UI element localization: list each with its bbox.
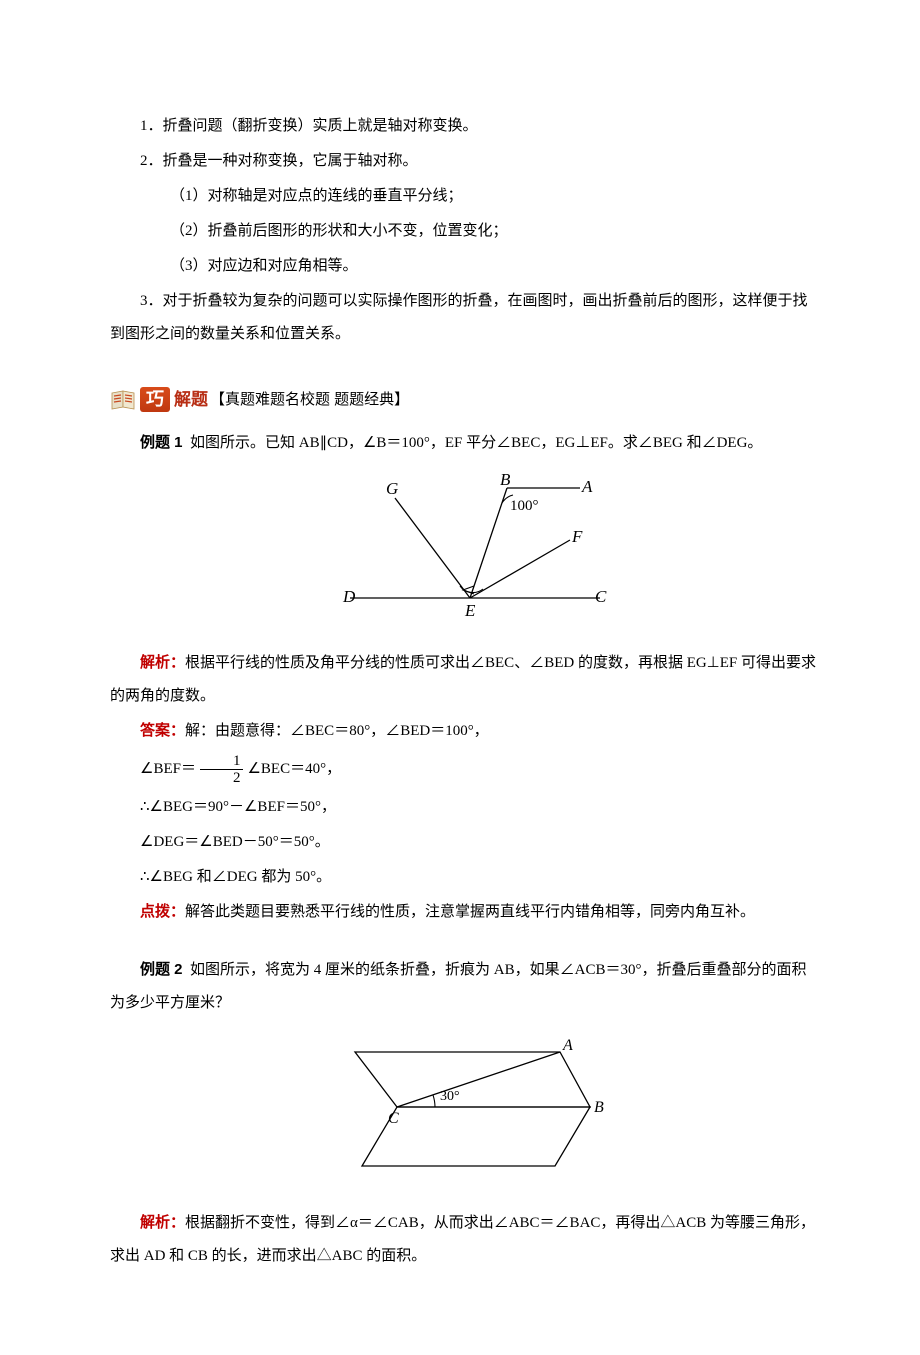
example-2-analysis: 解析：根据翻折不变性，得到∠α＝∠CAB，从而求出∠ABC＝∠BAC，再得出△A…	[110, 1207, 820, 1273]
intro-item-3: 3．对于折叠较为复杂的问题可以实际操作图形的折叠，在画图时，画出折叠前后的图形，…	[110, 285, 820, 351]
book-icon	[110, 389, 140, 411]
analysis-label: 解析：	[140, 655, 185, 671]
example-1-answer-5: ∴∠BEG 和∠DEG 都为 50°。	[110, 861, 820, 894]
fig1-label-F: F	[571, 527, 583, 546]
fig1-angle-100: 100°	[510, 498, 539, 514]
ans-2b: ∠BEC＝40°，	[247, 761, 341, 777]
intro-item-1: 1．折叠问题（翻折变换）实质上就是轴对称变换。	[110, 110, 820, 143]
ans-2a: ∠BEF＝	[140, 761, 196, 777]
example-1-problem: 例题 1 如图所示。已知 AB∥CD，∠B＝100°，EF 平分∠BEC，EG⊥…	[110, 426, 820, 460]
intro-sub-1: （1）对称轴是对应点的连线的垂直平分线；	[110, 180, 820, 213]
intro-item-2: 2．折叠是一种对称变换，它属于轴对称。	[110, 145, 820, 178]
example-1-label: 例题 1	[140, 434, 183, 451]
analysis-2-text: 根据翻折不变性，得到∠α＝∠CAB，从而求出∠ABC＝∠BAC，再得出△ACB …	[110, 1215, 815, 1264]
fig2-angle-30: 30°	[440, 1089, 460, 1104]
example-1-text: 如图所示。已知 AB∥CD，∠B＝100°，EF 平分∠BEC，EG⊥EF。求∠…	[190, 435, 762, 451]
example-1-answer-3: ∴∠BEG＝90°－∠BEF＝50°，	[110, 791, 820, 824]
example-2-label: 例题 2	[140, 961, 183, 978]
fig1-label-D: D	[342, 587, 356, 606]
fig1-label-A: A	[581, 477, 593, 496]
tip-label: 点拨：	[140, 904, 185, 920]
fig2-label-C: C	[388, 1110, 399, 1127]
tip-text: 解答此类题目要熟悉平行线的性质，注意掌握两直线平行内错角相等，同旁内角互补。	[185, 904, 755, 920]
example-1-analysis: 解析：根据平行线的性质及角平分线的性质可求出∠BEC、∠BED 的度数，再根据 …	[110, 647, 820, 713]
section-subtitle: 【真题难题名校题 题题经典】	[210, 383, 409, 416]
example-1-tip: 点拨：解答此类题目要熟悉平行线的性质，注意掌握两直线平行内错角相等，同旁内角互补…	[110, 896, 820, 929]
fig2-label-A: A	[562, 1037, 573, 1054]
example-1-answer-1: 答案：解：由题意得：∠BEC＝80°，∠BED＝100°，	[110, 715, 820, 748]
example-2-problem: 例题 2 如图所示，将宽为 4 厘米的纸条折叠，折痕为 AB，如果∠ACB＝30…	[110, 953, 820, 1020]
section-badge: 巧	[140, 387, 170, 412]
fig1-label-E: E	[464, 601, 476, 620]
analysis-2-label: 解析：	[140, 1215, 185, 1231]
section-title: 解题	[174, 381, 208, 418]
figure-1: G B A F D E C 100°	[110, 470, 820, 633]
example-2-text: 如图所示，将宽为 4 厘米的纸条折叠，折痕为 AB，如果∠ACB＝30°，折叠后…	[110, 962, 806, 1011]
intro-sub-3: （3）对应边和对应角相等。	[110, 250, 820, 283]
figure-2: A B C 30°	[110, 1030, 820, 1193]
answer-label: 答案：	[140, 723, 185, 739]
intro-sub-2: （2）折叠前后图形的形状和大小不变，位置变化；	[110, 215, 820, 248]
ans-line-1: 解：由题意得：∠BEC＝80°，∠BED＝100°，	[185, 723, 489, 739]
fig1-label-B: B	[500, 470, 511, 489]
section-header: 巧 解题 【真题难题名校题 题题经典】	[110, 381, 820, 418]
example-1-answer-4: ∠DEG＝∠BED－50°＝50°。	[110, 826, 820, 859]
fraction-half: 12	[200, 753, 244, 787]
fig1-label-C: C	[595, 587, 607, 606]
fig2-label-B: B	[594, 1099, 604, 1116]
analysis-text: 根据平行线的性质及角平分线的性质可求出∠BEC、∠BED 的度数，再根据 EG⊥…	[110, 655, 816, 704]
fig1-label-G: G	[386, 479, 398, 498]
example-1-answer-2: ∠BEF＝12∠BEC＝40°，	[110, 750, 820, 789]
